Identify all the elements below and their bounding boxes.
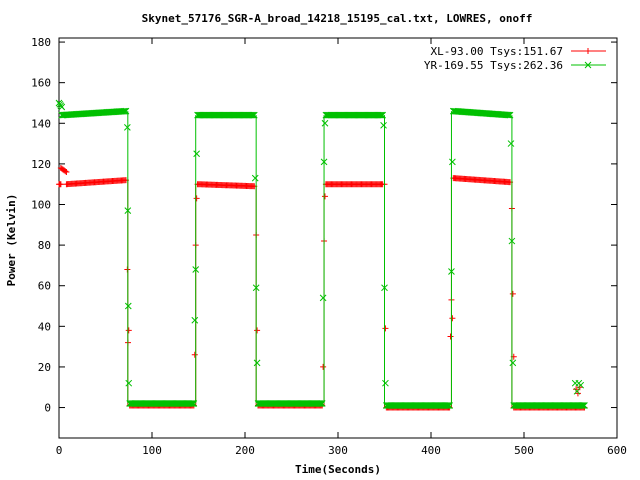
spike-point [319,294,327,302]
spike-point [449,315,456,322]
spike-point [448,268,455,275]
spike-point [509,359,517,367]
y-tick-label: 40 [38,320,51,333]
spike-point [381,284,388,292]
data-point [505,111,513,119]
spike-point [576,384,583,391]
chart-title: Skynet_57176_SGR-A_broad_14218_15195_cal… [142,12,533,25]
y-tick-label: 80 [38,239,51,252]
data-point [63,169,70,176]
data-point [120,107,128,115]
x-tick-label: 200 [235,444,255,457]
y-tick-label: 100 [31,198,51,211]
spike-point [449,158,456,166]
spike-point [124,123,131,131]
spike-point [321,193,328,200]
plot-frame [58,37,618,439]
data-point [377,111,384,119]
spike-point [573,387,581,395]
data-point [444,402,451,409]
legend-label: YR-169.55 Tsys:262.36 [424,59,563,72]
spike-point [191,351,198,358]
y-tick-label: 140 [31,117,51,130]
spike-point [320,363,327,370]
x-tick-label: 300 [328,444,348,457]
x-tick-label: 500 [514,444,534,457]
spike-point [320,158,328,166]
data-point [504,111,512,119]
x-tick-label: 100 [142,444,162,457]
x-axis-label: Time(Seconds) [295,463,381,476]
x-tick-label: 400 [421,444,441,457]
spike-point [252,284,260,292]
spike-point [124,302,132,310]
data-point [248,111,256,119]
x-tick-label: 0 [56,444,63,457]
spike-point [254,327,261,334]
spike-point [447,333,454,340]
spike-point [508,237,516,245]
data-point [121,107,129,115]
spike-point [193,150,200,158]
data-point [57,181,64,188]
spike-point [125,327,132,334]
series-layer [55,99,588,411]
x-axis: 0 100 200 300 400 500 600 [56,38,627,457]
spike-point [574,390,581,397]
series-xl [56,164,588,411]
y-tick-label: 20 [38,361,51,374]
y-axis-label: Power (Kelvin) [5,194,18,287]
y-tick-label: 160 [31,77,51,90]
data-point [62,168,69,175]
y-tick-label: 120 [31,158,51,171]
legend-marker [585,48,591,54]
data-point [378,111,385,119]
spike-point [382,325,389,332]
spike-point [191,316,199,324]
spike-point [193,195,200,202]
spike-point [321,119,329,127]
y-tick-label: 180 [31,36,51,49]
data-point [581,402,588,409]
data-point [58,103,66,111]
legend-marker [584,61,592,69]
data-point [316,400,324,407]
series-yr [55,99,588,409]
y-tick-label: 0 [44,402,51,415]
spike-point [507,140,515,147]
spike-point [509,290,516,297]
spike-point [382,379,389,387]
data-point [189,400,197,407]
y-axis: 0 20 40 60 80 100 120 140 160 180 [31,36,617,415]
data-point [188,400,195,407]
spike-point [573,386,580,393]
data-point [317,400,325,407]
data-point [578,402,586,409]
data-point [579,402,587,409]
x-tick-label: 600 [607,444,627,457]
spike-point [380,121,387,129]
y-tick-label: 60 [38,280,51,293]
legend-label: XL-93.00 Tsys:151.67 [431,45,563,58]
spike-point [192,266,200,273]
data-point [249,111,257,119]
data-point [445,402,452,409]
spike-point [124,207,132,214]
spike-point [253,359,261,367]
spike-point [577,381,585,389]
spike-point [251,174,259,182]
spike-point [125,379,133,387]
